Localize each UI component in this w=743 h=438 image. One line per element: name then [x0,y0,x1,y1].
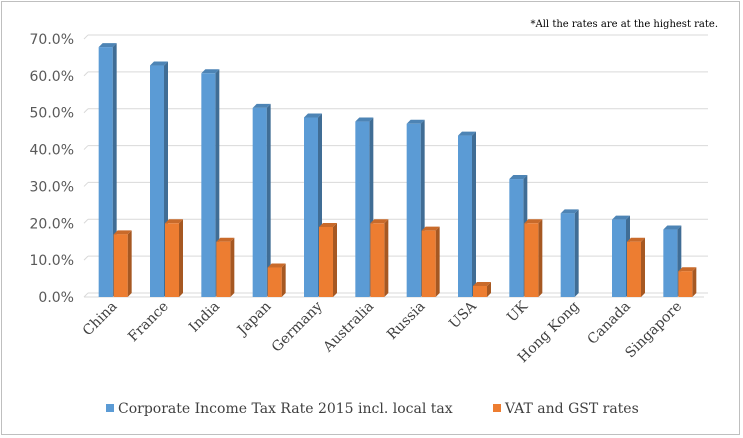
y-tick-label: 0.0% [38,290,74,306]
x-tick-label: Australia [320,299,377,356]
bar-corporate-tax [201,69,220,297]
y-tick-label: 20.0% [30,216,74,232]
y-tick-label: 40.0% [30,143,74,159]
legend-label: VAT and GST rates [504,401,639,417]
gridline-side [83,218,89,224]
gridline-side [83,34,89,40]
x-tick-label: France [125,299,172,346]
bar-vat-gst [524,219,543,297]
x-tick-label: Russia [384,299,428,343]
legend-swatch [106,404,114,412]
gridlines [83,34,708,298]
y-axis: 0.0% 10.0% 20.0% 30.0% 40.0% 50.0% 60.0% 70.0% [30,32,74,306]
bar-vat-gst [165,219,183,297]
gridline-side [83,108,89,114]
gridline-side [83,182,89,187]
gridline-side [83,255,89,261]
legend-item: VAT and GST rates [493,401,639,417]
bar-corporate-tax [98,43,117,298]
bar-corporate-tax [560,209,579,297]
legend: Corporate Income Tax Rate 2015 incl. loc… [106,401,639,417]
gridline-side [83,71,89,77]
x-tick-label: Canada [585,299,634,348]
bar-vat-gst [370,219,389,297]
bar-vat-gst [319,222,337,297]
gridline-side [83,292,89,298]
x-tick-label: Germany [269,298,326,355]
bar-vat-gst [267,263,286,297]
y-tick-label: 10.0% [30,253,74,269]
legend-item: Corporate Income Tax Rate 2015 incl. loc… [106,401,453,417]
x-tick-label: China [80,299,121,340]
y-tick-label: 70.0% [30,32,74,48]
bar-vat-gst [113,230,132,297]
gridline-side [83,145,89,150]
bar-vat-gst [627,237,645,297]
bar-vat-gst [421,226,440,297]
x-tick-label: UK [504,298,531,325]
x-tick-label: Japan [233,299,274,340]
y-tick-label: 30.0% [30,179,74,195]
legend-label: Corporate Income Tax Rate 2015 incl. loc… [118,401,453,417]
bar-vat-gst [216,237,235,297]
legend-swatch [493,404,501,412]
y-tick-label: 50.0% [30,106,74,122]
bar-corporate-tax [252,103,271,298]
bar-vat-gst [473,281,491,297]
bar-vat-gst [678,267,697,297]
y-tick-label: 60.0% [30,69,74,85]
x-tick-label: India [186,299,223,336]
bar-corporate-tax [458,131,476,297]
bars [98,43,697,298]
x-tick-label: USA [446,298,480,332]
chart-note: *All the rates are at the highest rate. [531,19,718,30]
